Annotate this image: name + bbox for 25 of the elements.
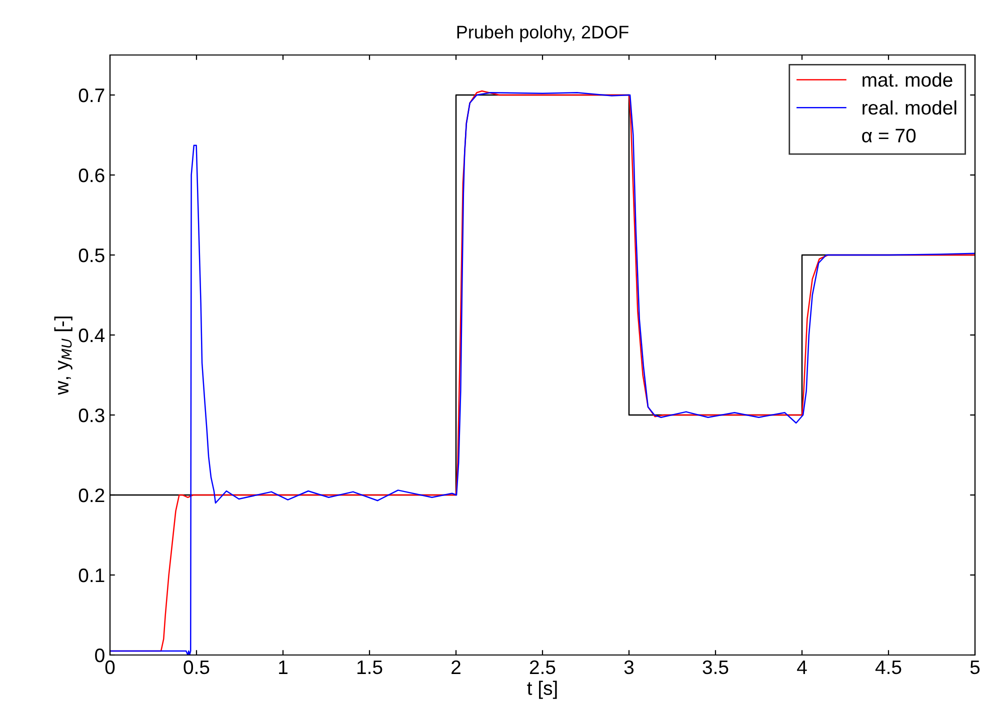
x-tick-label: 4 (797, 660, 807, 674)
legend-label: real. model (862, 100, 956, 115)
annotation: α = 70 (862, 128, 916, 142)
y-tick-label: 0.2 (78, 488, 104, 502)
x-tick-label: 1.5 (357, 660, 382, 674)
y-tick-label: 0.5 (78, 248, 104, 262)
x-tick-label: 1 (279, 660, 288, 674)
x-tick-label: 3 (624, 660, 634, 674)
x-tick-label: 0.5 (184, 660, 210, 674)
x-tick-label: 4.5 (875, 660, 902, 674)
y-tick-label: 0.6 (78, 168, 104, 182)
x-tick-label: 5 (970, 660, 980, 674)
x-tick-label: 0 (105, 660, 115, 674)
y-tick-label: 0.7 (78, 88, 104, 102)
x-tick-label: 2.5 (530, 660, 556, 674)
y-tick-label: 0.3 (78, 408, 104, 422)
x-axis-title: t [s] (527, 680, 557, 699)
x-tick-label: 2 (452, 660, 460, 674)
chart-title: Prubeh polohy, 2DOF (457, 25, 628, 42)
y-tick-label: 0.1 (78, 568, 104, 582)
y-tick-label: 0 (95, 648, 104, 662)
y-tick-label: 0.4 (78, 328, 105, 342)
legend-label: mat. mode (862, 72, 952, 87)
y-axis-title: w, y$_{MU}$ [-] (54, 316, 72, 395)
x-tick-label: 3.5 (702, 660, 728, 674)
